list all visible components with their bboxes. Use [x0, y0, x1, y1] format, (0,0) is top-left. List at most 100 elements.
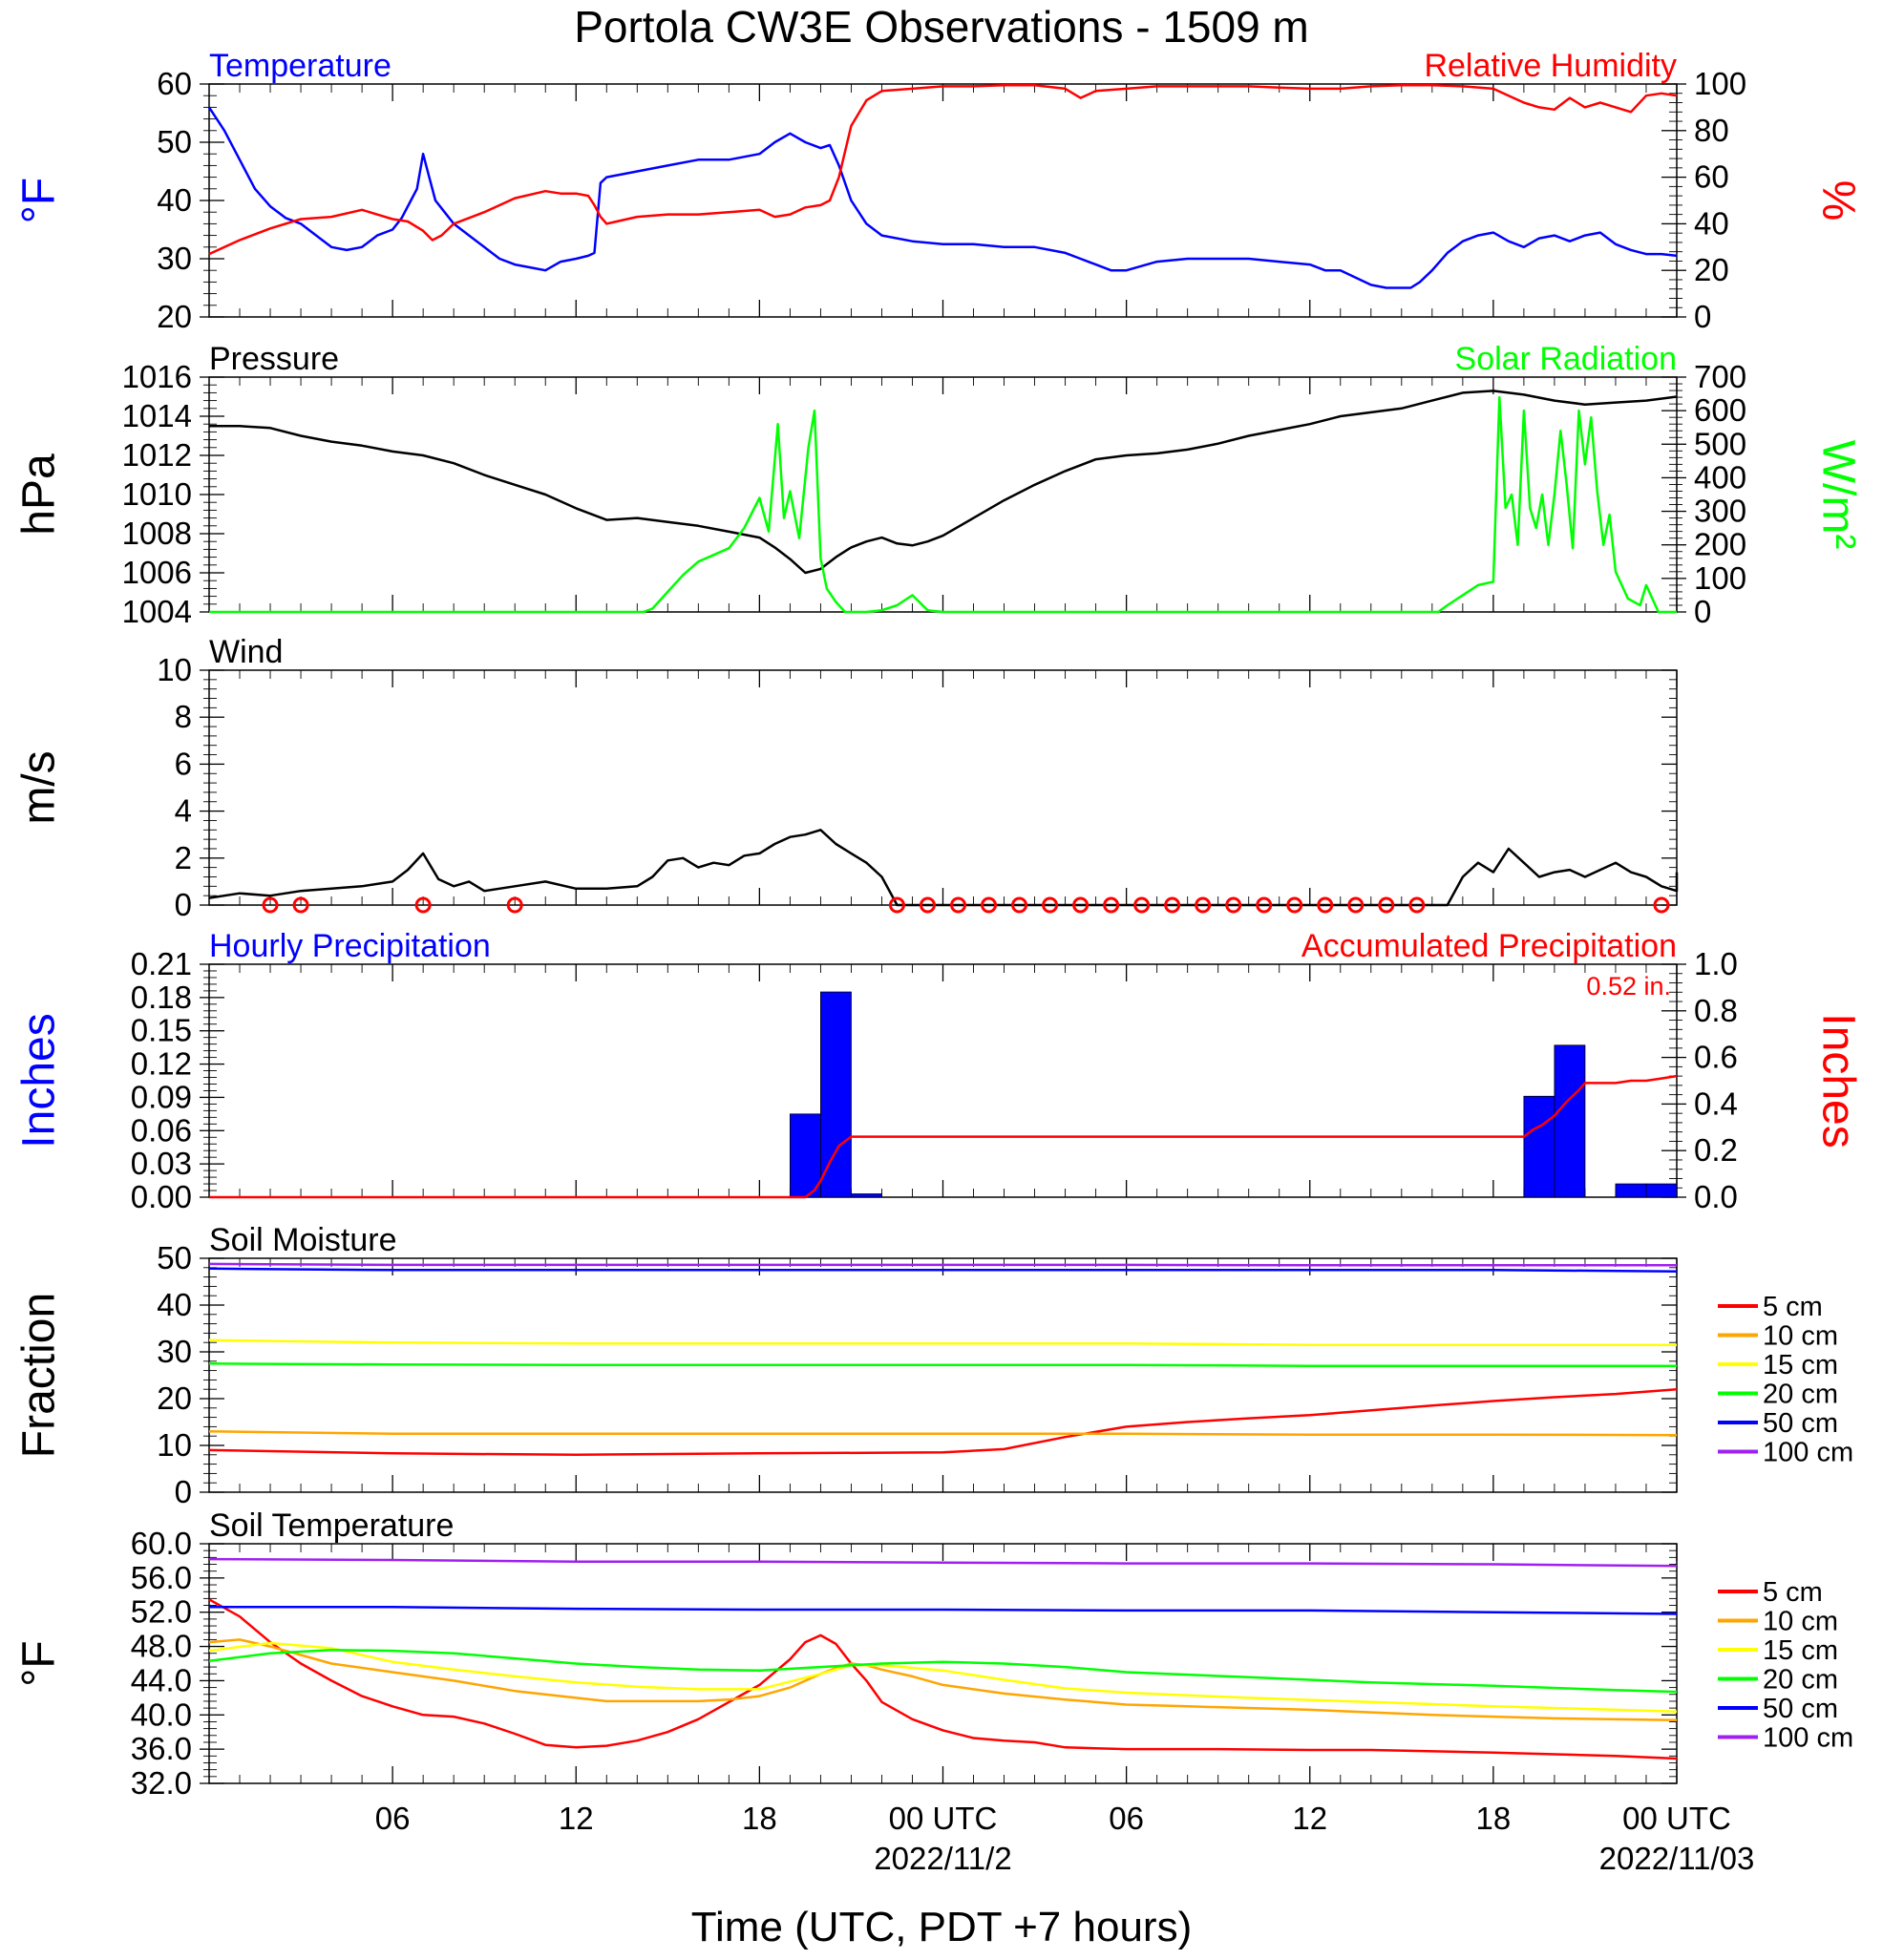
calm-marker: [292, 896, 309, 914]
series-pressure: [209, 390, 1678, 575]
calm-marker: [1133, 896, 1151, 914]
calm-marker: [1103, 896, 1120, 914]
legend-label: 20 cm: [1763, 1380, 1838, 1410]
y-tick-label-left: 0: [175, 887, 192, 922]
y-tick-label-right: 80: [1694, 113, 1729, 148]
calm-marker: [414, 896, 432, 914]
panel-frame: [208, 669, 1678, 906]
legend-label: 15 cm: [1763, 1635, 1838, 1666]
x-axis-label: Time (UTC, PDT +7 hours): [691, 1904, 1192, 1950]
x-date-label: 2022/11/03: [1599, 1841, 1755, 1876]
y-tick-label-left: 52.0: [131, 1594, 192, 1630]
calm-marker: [888, 896, 905, 914]
y-tick-label-left: 0.18: [131, 980, 192, 1015]
y-tick-label-left: 0: [175, 1474, 192, 1509]
series-wind: [208, 829, 1679, 907]
panel-left-title: Temperature: [209, 48, 391, 84]
panel-frame: [208, 83, 1678, 318]
x-date-label: 2022/11/2: [874, 1841, 1011, 1876]
precip-total-annotation: 0.52 in.: [1586, 972, 1671, 1001]
panel-frame: [208, 376, 1678, 613]
legend-label: 10 cm: [1763, 1607, 1838, 1637]
y-tick-label-right: 500: [1694, 426, 1746, 461]
calm-marker: [506, 896, 523, 914]
series-100-cm: [208, 1557, 1678, 1568]
precip-bar: [851, 1193, 882, 1198]
y-tick-label-left: 0.00: [131, 1179, 192, 1214]
y-tick-label-left: 6: [175, 746, 192, 781]
y-tick-label-right: 0.2: [1694, 1132, 1738, 1168]
y-tick-label-left: 1012: [122, 437, 192, 473]
x-tick-label: 06: [1109, 1801, 1144, 1836]
calm-marker: [1317, 896, 1334, 914]
panel-frame: [208, 963, 1678, 1198]
calm-marker: [1378, 896, 1395, 914]
panel-wind: 0 2 4 6 8 10 Wind m/s: [14, 634, 1679, 922]
y-tick-label-left: 60: [157, 66, 192, 101]
legend-label: 10 cm: [1763, 1321, 1838, 1352]
precip-bar: [1554, 1044, 1586, 1198]
y-axis-label-left: hPa: [14, 453, 65, 536]
y-tick-label-left: 1014: [122, 398, 192, 433]
series-20-cm: [208, 1648, 1678, 1694]
panel-right-title: Solar Radiation: [1455, 341, 1677, 377]
calm-marker: [1653, 896, 1670, 914]
legend-label: 100 cm: [1763, 1438, 1853, 1468]
y-axis-label-right: %: [1812, 180, 1863, 221]
y-tick-label-left: 1010: [122, 476, 192, 512]
panel-right-title: Accumulated Precipitation: [1301, 928, 1677, 964]
series-50-cm: [209, 1606, 1678, 1615]
y-tick-label-right: 0.8: [1694, 993, 1738, 1028]
calm-marker: [1011, 896, 1028, 914]
y-tick-label-right: 100: [1694, 66, 1746, 101]
y-tick-label-left: 40.0: [131, 1697, 192, 1732]
calm-marker: [1195, 896, 1212, 914]
y-tick-label-left: 10: [157, 652, 192, 687]
y-axis-label-left: Fraction: [14, 1293, 65, 1458]
y-tick-label-left: 0.03: [131, 1146, 192, 1181]
series-50-cm: [208, 1267, 1678, 1273]
y-tick-label-left: 50: [157, 1240, 192, 1275]
y-tick-label-left: 48.0: [131, 1629, 192, 1664]
calm-marker: [1072, 896, 1090, 914]
y-tick-label-left: 0.09: [131, 1079, 192, 1114]
series-accumulated-precipitation: [209, 1074, 1678, 1199]
y-tick-label-right: 400: [1694, 459, 1746, 495]
y-axis-label-right: Inches: [1812, 1013, 1863, 1148]
y-tick-label-right: 0: [1694, 594, 1711, 629]
y-tick-label-left: 0.12: [131, 1046, 192, 1082]
calm-marker: [262, 896, 279, 914]
panel-right-title: Relative Humidity: [1424, 48, 1677, 84]
panel-frame: [208, 1543, 1678, 1784]
y-tick-label-left: 44.0: [131, 1662, 192, 1697]
y-tick-label-right: 0: [1694, 299, 1711, 334]
series-5-cm: [208, 1598, 1678, 1760]
y-tick-label-left: 56.0: [131, 1560, 192, 1595]
legend-label: 20 cm: [1763, 1665, 1838, 1696]
x-tick-label: 18: [1476, 1801, 1512, 1836]
precip-bar: [820, 991, 852, 1198]
series-15-cm: [208, 1338, 1677, 1346]
calm-marker: [1286, 896, 1303, 914]
y-tick-label-right: 60: [1694, 159, 1729, 195]
series-solar-radiation: [209, 395, 1677, 614]
y-axis-label-left: °F: [14, 178, 65, 224]
x-tick-label: 06: [375, 1801, 411, 1836]
y-tick-label-left: 60.0: [131, 1526, 192, 1561]
x-tick-label: 12: [1292, 1801, 1327, 1836]
panel-left-title: Wind: [209, 634, 283, 670]
y-tick-label-right: 600: [1694, 392, 1746, 428]
series-10-cm: [208, 1638, 1678, 1721]
y-tick-label-left: 30: [157, 241, 192, 276]
y-axis-label-right: W/m²: [1812, 440, 1863, 550]
y-tick-label-left: 40: [157, 182, 192, 218]
y-tick-label-left: 20: [157, 1380, 192, 1416]
y-tick-label-right: 40: [1694, 205, 1729, 241]
series-10-cm: [208, 1430, 1678, 1437]
legend-label: 5 cm: [1763, 1292, 1823, 1322]
y-tick-label-left: 2: [175, 840, 192, 875]
precip-bar: [789, 1113, 821, 1198]
